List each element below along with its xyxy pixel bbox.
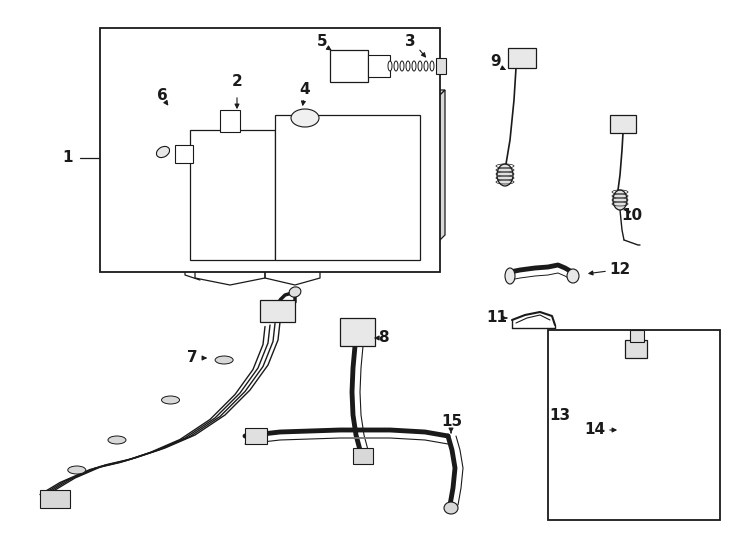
Polygon shape [420, 90, 445, 260]
Ellipse shape [400, 61, 404, 71]
Bar [330, 50, 368, 82]
Bar [260, 300, 295, 322]
Ellipse shape [613, 190, 627, 210]
Ellipse shape [215, 356, 233, 364]
Ellipse shape [567, 269, 579, 283]
Ellipse shape [388, 61, 392, 71]
Bar [508, 48, 536, 68]
Bar [353, 448, 373, 464]
Text: 11: 11 [487, 310, 507, 326]
Bar [368, 55, 390, 77]
Ellipse shape [161, 396, 180, 404]
Ellipse shape [505, 268, 515, 284]
Text: 7: 7 [186, 350, 197, 366]
Bar [175, 145, 193, 163]
Bar [340, 318, 375, 346]
Ellipse shape [418, 61, 422, 71]
Text: 5: 5 [316, 35, 327, 50]
Ellipse shape [444, 502, 458, 514]
Ellipse shape [68, 466, 86, 474]
Ellipse shape [291, 109, 319, 127]
Ellipse shape [412, 61, 416, 71]
Text: 9: 9 [491, 55, 501, 70]
Bar [436, 58, 446, 74]
Polygon shape [275, 90, 445, 115]
Text: 1: 1 [62, 151, 73, 165]
Bar [40, 490, 70, 508]
Ellipse shape [156, 146, 170, 158]
Ellipse shape [406, 61, 410, 71]
Bar [245, 428, 267, 444]
Text: 4: 4 [299, 83, 310, 98]
Ellipse shape [108, 436, 126, 444]
Ellipse shape [430, 61, 434, 71]
Bar [610, 115, 636, 133]
Bar [275, 115, 420, 260]
Text: 10: 10 [622, 207, 642, 222]
Bar [220, 110, 240, 132]
Text: 8: 8 [378, 330, 388, 346]
Text: 3: 3 [404, 35, 415, 50]
Text: 2: 2 [232, 75, 242, 90]
Ellipse shape [394, 61, 398, 71]
Bar [100, 28, 440, 272]
Ellipse shape [497, 164, 513, 186]
Bar [190, 130, 275, 260]
Ellipse shape [289, 287, 301, 297]
Bar [630, 330, 644, 342]
Text: 12: 12 [609, 262, 631, 278]
Text: 13: 13 [550, 408, 570, 422]
Text: 14: 14 [584, 422, 606, 437]
Polygon shape [190, 110, 295, 130]
Text: 6: 6 [156, 87, 167, 103]
Text: 15: 15 [441, 415, 462, 429]
Bar [548, 330, 720, 520]
Ellipse shape [424, 61, 428, 71]
Bar [625, 340, 647, 358]
